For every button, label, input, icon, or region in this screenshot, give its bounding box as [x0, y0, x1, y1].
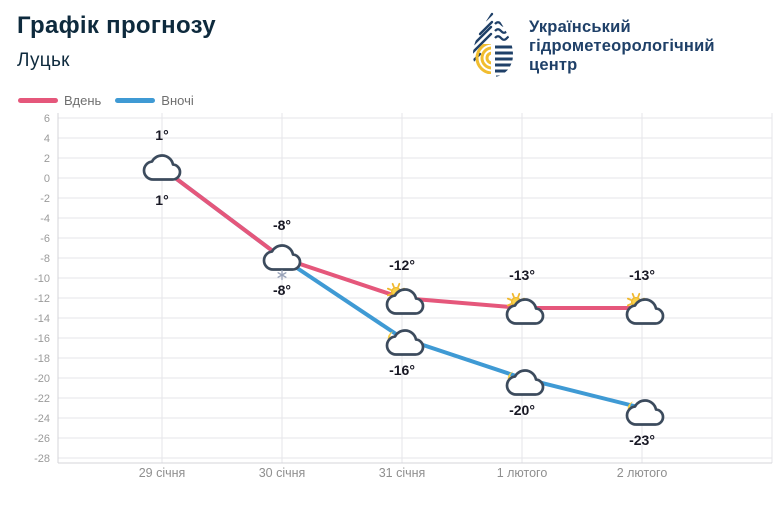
y-tick-label: 6 — [44, 113, 50, 125]
temp-label-day: -13° — [629, 267, 655, 283]
weather-icon-moon-cloud — [385, 329, 425, 356]
cloud-shape — [625, 298, 665, 325]
weather-icon-moon-cloud — [505, 369, 545, 396]
x-tick-label: 31 січня — [379, 466, 426, 480]
weather-icon-cloud — [142, 154, 182, 181]
x-tick-label: 29 січня — [139, 466, 186, 480]
temp-label-night: -8° — [273, 282, 291, 298]
cloud-shape — [385, 288, 425, 315]
legend-label-night: Вночі — [161, 93, 194, 108]
temp-label-day: 1° — [155, 127, 168, 143]
city-subtitle: Луцьк — [17, 50, 70, 71]
logo-org-line3: центр — [529, 55, 578, 74]
y-tick-label: -4 — [40, 213, 50, 225]
cloud-shape — [505, 369, 545, 396]
weather-icon-cloud-snow — [262, 244, 302, 281]
y-tick-label: -12 — [34, 293, 50, 305]
y-tick-label: -10 — [34, 273, 50, 285]
y-tick-label: -22 — [34, 393, 50, 405]
chart-legend: Вдень Вночі — [18, 93, 194, 108]
y-tick-label: -26 — [34, 433, 50, 445]
page-title: Графік прогнозу — [17, 12, 216, 39]
night-line-swatch — [115, 98, 156, 103]
ukrhydrometcenter-logo: Український гідрометеорологічний центр — [466, 7, 715, 85]
cloud-shape — [505, 298, 545, 325]
y-tick-label: -16 — [34, 333, 50, 345]
logo-org-line2: гідрометеорологічний — [529, 36, 715, 55]
weather-icon-moon-cloud — [625, 399, 665, 426]
weather-icon-sun-cloud — [385, 282, 425, 315]
cloud-shape — [385, 329, 425, 356]
temp-label-night: -16° — [389, 362, 415, 378]
y-tick-label: -18 — [34, 353, 50, 365]
temp-label-day: -13° — [509, 267, 535, 283]
temp-label-day: -8° — [273, 217, 291, 233]
y-tick-label: -24 — [34, 413, 50, 425]
y-tick-label: 0 — [44, 173, 50, 185]
temp-label-night: -20° — [509, 402, 535, 418]
weather-icon-sun-cloud — [625, 292, 665, 325]
y-tick-label: -20 — [34, 373, 50, 385]
cloud-shape — [262, 244, 302, 271]
temp-label-day: -12° — [389, 257, 415, 273]
x-tick-label: 1 лютого — [497, 466, 548, 480]
snowflake-shape — [277, 269, 287, 281]
weather-icon-sun-cloud — [505, 292, 545, 325]
temp-label-night: 1° — [155, 192, 168, 208]
y-tick-label: -28 — [34, 453, 50, 465]
temp-label-night: -23° — [629, 432, 655, 448]
logo-org-name: Український гідрометеорологічний центр — [529, 18, 715, 75]
raindrop-logo-icon — [473, 12, 513, 77]
logo-org-line1: Український — [529, 17, 631, 36]
x-tick-label: 2 лютого — [617, 466, 668, 480]
y-tick-label: 4 — [44, 133, 50, 145]
y-tick-label: -8 — [40, 253, 50, 265]
cloud-shape — [625, 399, 665, 426]
legend-item-day[interactable]: Вдень — [18, 93, 101, 108]
page-header: Графік прогнозу Луцьк — [17, 12, 216, 72]
y-tick-label: 2 — [44, 153, 50, 165]
legend-label-day: Вдень — [64, 93, 102, 108]
x-tick-label: 30 січня — [259, 466, 306, 480]
y-tick-label: -14 — [34, 313, 50, 325]
y-tick-label: -6 — [40, 233, 50, 245]
day-line-swatch — [18, 98, 58, 103]
y-tick-label: -2 — [40, 193, 50, 205]
cloud-shape — [142, 154, 182, 181]
legend-item-night[interactable]: Вночі — [115, 93, 194, 108]
